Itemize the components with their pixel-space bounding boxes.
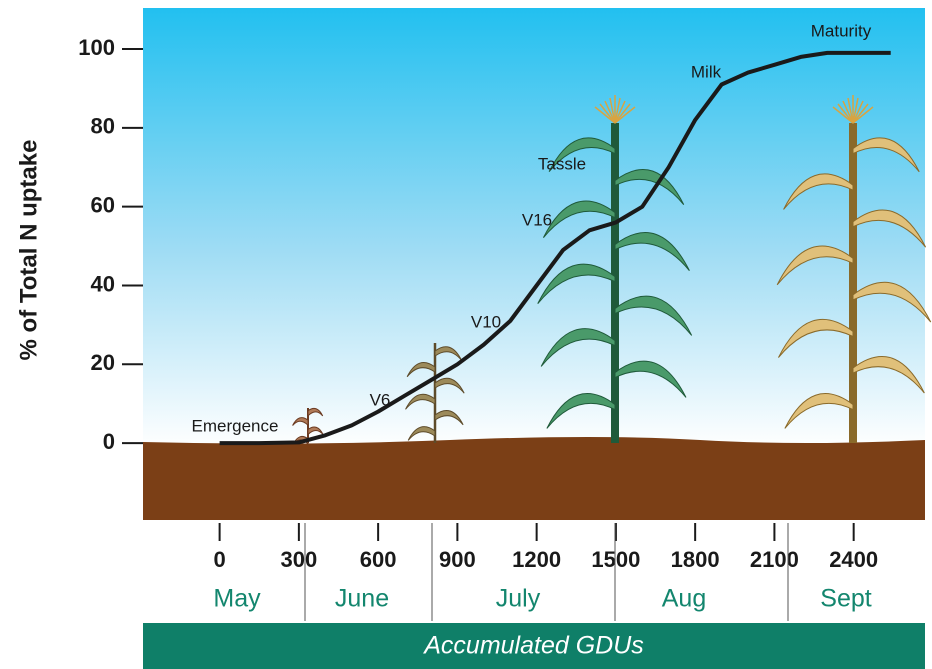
y-axis-label: % of Total N uptake	[15, 140, 42, 361]
x-tick-label: 300	[281, 547, 318, 572]
y-tick-label: 20	[91, 350, 115, 375]
y-tick-label: 40	[91, 271, 115, 296]
y-tick-label: 0	[103, 429, 115, 454]
month-label: July	[496, 585, 541, 613]
x-tick-label: 2400	[829, 547, 878, 572]
stage-label: Milk	[691, 62, 722, 81]
stage-label: Emergence	[192, 416, 279, 435]
x-tick-label: 1800	[671, 547, 720, 572]
x-tick-label: 1200	[512, 547, 561, 572]
stage-label: Maturity	[811, 21, 872, 40]
month-label: Sept	[820, 585, 871, 613]
stage-label: V6	[370, 390, 391, 409]
stage-label: V10	[471, 312, 501, 331]
y-tick-label: 100	[78, 35, 115, 60]
chart: Accumulated GDUs % of Total N uptake 0 20…	[0, 0, 932, 669]
x-tick-label: 2100	[750, 547, 799, 572]
x-tick-label: 0	[213, 547, 225, 572]
ground	[143, 437, 925, 520]
y-tick-label: 80	[91, 114, 115, 139]
month-label: May	[213, 585, 261, 613]
month-label: Aug	[662, 585, 706, 613]
month-label: June	[335, 585, 389, 613]
y-tick-label: 60	[91, 192, 115, 217]
x-tick-label: 1500	[591, 547, 640, 572]
x-tick-label: 900	[439, 547, 476, 572]
stage-label: V16	[522, 210, 552, 229]
stage-label: Tassle	[538, 154, 586, 173]
x-axis-label: Accumulated GDUs	[422, 632, 644, 660]
x-tick-label: 600	[360, 547, 397, 572]
